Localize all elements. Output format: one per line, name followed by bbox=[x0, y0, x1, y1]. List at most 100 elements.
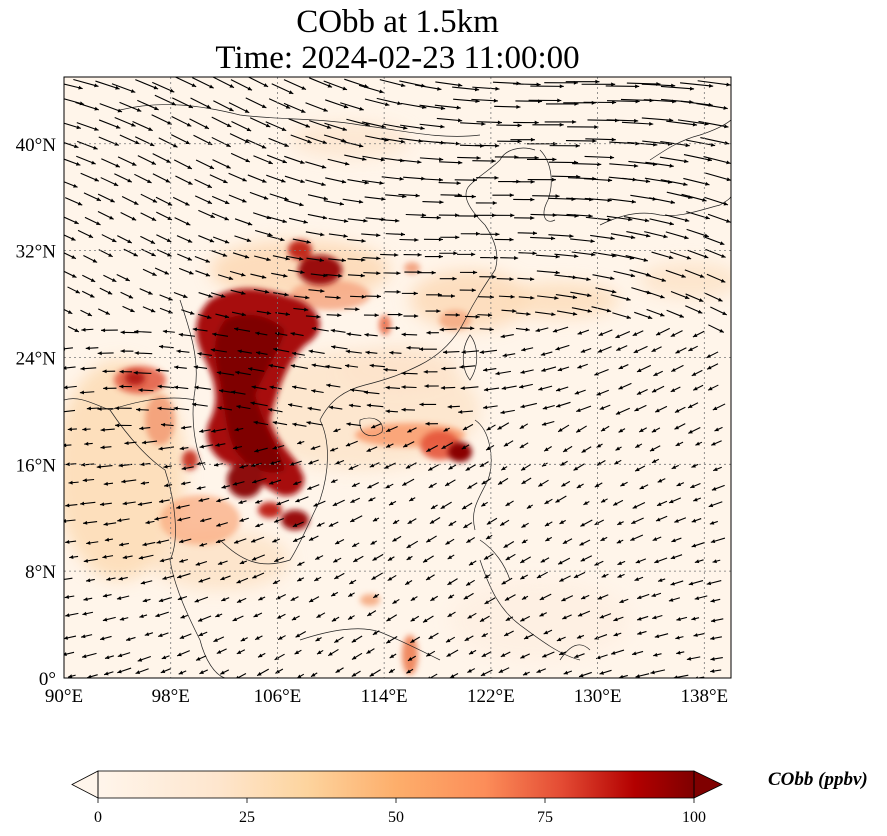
wind-vector-head bbox=[348, 403, 354, 408]
wind-vector-head bbox=[282, 219, 287, 223]
wind-vector-head bbox=[128, 294, 134, 299]
wind-vector-head bbox=[580, 349, 586, 353]
wind-vector-head bbox=[498, 480, 503, 485]
wind-vector-head bbox=[110, 198, 115, 203]
wind-vector-head bbox=[524, 635, 529, 639]
wind-vector bbox=[621, 121, 654, 125]
wind-vector-head bbox=[138, 388, 143, 393]
wind-vector-head bbox=[261, 104, 267, 108]
wind-vector-head bbox=[440, 504, 446, 509]
wind-vector-head bbox=[544, 500, 549, 504]
wind-vector-head bbox=[272, 538, 277, 543]
wind-vector-head bbox=[307, 486, 312, 490]
wind-vector-head bbox=[87, 674, 92, 678]
wind-vector-head bbox=[176, 349, 181, 354]
wind-vector-head bbox=[497, 425, 502, 430]
wind-vector-head bbox=[234, 427, 239, 432]
wind-vector-head bbox=[268, 232, 273, 237]
lat-tick-label: 40°N bbox=[16, 135, 57, 156]
wind-vector-head bbox=[364, 180, 369, 185]
wind-vector-head bbox=[562, 615, 567, 620]
wind-vector-head bbox=[613, 632, 619, 637]
wind-vector-head bbox=[555, 270, 560, 275]
wind-vector-head bbox=[636, 368, 642, 372]
wind-vector-head bbox=[395, 218, 400, 223]
wind-vector-head bbox=[652, 537, 658, 541]
wind-vector-head bbox=[289, 461, 295, 466]
wind-vector-head bbox=[653, 652, 658, 657]
wind-vector-head bbox=[196, 486, 202, 490]
wind-vector-head bbox=[96, 464, 101, 469]
wind-vector-head bbox=[236, 404, 241, 409]
wind-vector-head bbox=[606, 308, 612, 313]
wind-vector-head bbox=[207, 141, 213, 145]
wind-vector-head bbox=[635, 674, 640, 678]
wind-vector-head bbox=[210, 348, 216, 353]
wind-vector-head bbox=[611, 289, 617, 294]
wind-vector-head bbox=[500, 521, 505, 526]
wind-vector-head bbox=[348, 615, 353, 620]
wind-vector-head bbox=[695, 441, 700, 446]
wind-vector-head bbox=[659, 312, 665, 317]
wind-vector-head bbox=[401, 332, 406, 337]
wind-vector-head bbox=[344, 363, 350, 368]
wind-vector-head bbox=[607, 198, 612, 203]
wind-vector-head bbox=[358, 199, 364, 204]
wind-vector bbox=[660, 85, 695, 90]
wind-vector-head bbox=[385, 484, 390, 489]
wind-vector-head bbox=[376, 233, 381, 238]
wind-vector-head bbox=[688, 429, 693, 434]
wind-vector-head bbox=[159, 499, 164, 504]
wind-vector-head bbox=[437, 86, 442, 91]
wind-vector-head bbox=[236, 599, 242, 603]
wind-vector-head bbox=[415, 193, 420, 198]
wind-vector-head bbox=[403, 443, 408, 448]
wind-vector-head bbox=[104, 537, 110, 542]
wind-vector-head bbox=[386, 617, 391, 622]
wind-vector-head bbox=[647, 315, 653, 320]
wind-vector-head bbox=[160, 669, 166, 674]
wind-vector-head bbox=[285, 256, 290, 261]
wind-vector-head bbox=[655, 408, 660, 413]
wind-vector-head bbox=[335, 668, 341, 673]
wind-vector-head bbox=[520, 654, 525, 659]
wind-vector-head bbox=[103, 522, 108, 527]
wind-vector bbox=[551, 175, 581, 178]
wind-vector-head bbox=[141, 440, 147, 445]
wind-vector-head bbox=[555, 346, 560, 351]
wind-vector-head bbox=[543, 630, 549, 635]
wind-vector bbox=[548, 234, 574, 237]
wind-vector-head bbox=[536, 669, 542, 673]
wind-vector-head bbox=[223, 179, 228, 183]
wind-vector-head bbox=[554, 295, 559, 300]
wind-vector-head bbox=[366, 403, 372, 408]
wind-vector-head bbox=[598, 332, 604, 336]
wind-vector-head bbox=[685, 143, 690, 148]
wind-vector-head bbox=[521, 347, 526, 352]
wind-vector-head bbox=[439, 157, 444, 162]
wind-vector-head bbox=[295, 498, 300, 503]
wind-vector bbox=[677, 119, 709, 125]
wind-vector-head bbox=[463, 595, 469, 600]
wind-vector bbox=[567, 177, 597, 180]
wind-vector-head bbox=[229, 107, 234, 111]
wind-vector-head bbox=[405, 580, 410, 585]
wind-vector-head bbox=[430, 596, 435, 601]
wind-vector-head bbox=[460, 386, 465, 391]
wind-vector-head bbox=[634, 407, 639, 412]
wind-vector-head bbox=[269, 480, 274, 485]
lon-tick-label: 114°E bbox=[361, 686, 408, 707]
wind-vector-head bbox=[127, 239, 132, 243]
wind-vector-head bbox=[530, 137, 535, 142]
wind-vector-head bbox=[236, 650, 242, 654]
wind-vector-head bbox=[492, 274, 497, 279]
wind-vector-head bbox=[59, 410, 63, 414]
wind-vector-head bbox=[520, 404, 525, 409]
wind-vector-head bbox=[468, 561, 474, 566]
wind-vector-head bbox=[194, 385, 199, 390]
wind-vector-head bbox=[89, 293, 95, 298]
wind-vector-head bbox=[660, 294, 665, 299]
wind-vector-head bbox=[361, 257, 366, 262]
wind-vector-head bbox=[505, 502, 511, 506]
wind-vector-head bbox=[726, 177, 731, 182]
